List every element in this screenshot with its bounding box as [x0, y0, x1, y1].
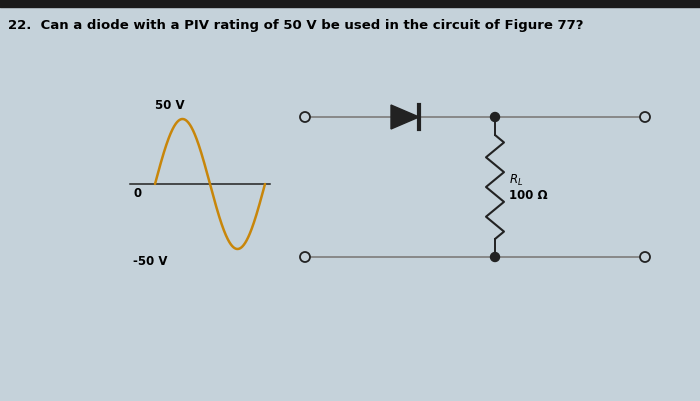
Text: $R_L$: $R_L$ [509, 172, 524, 187]
Circle shape [640, 252, 650, 262]
Circle shape [300, 252, 310, 262]
Text: 22.  Can a diode with a PIV rating of 50 V be used in the circuit of Figure 77?: 22. Can a diode with a PIV rating of 50 … [8, 20, 584, 32]
Text: 50 V: 50 V [155, 99, 185, 112]
Text: -50 V: -50 V [133, 254, 167, 267]
Circle shape [300, 113, 310, 123]
Text: 0: 0 [133, 186, 141, 200]
Polygon shape [391, 106, 419, 130]
Circle shape [640, 113, 650, 123]
Text: 100 Ω: 100 Ω [509, 189, 547, 202]
Circle shape [491, 113, 500, 122]
Circle shape [491, 253, 500, 262]
